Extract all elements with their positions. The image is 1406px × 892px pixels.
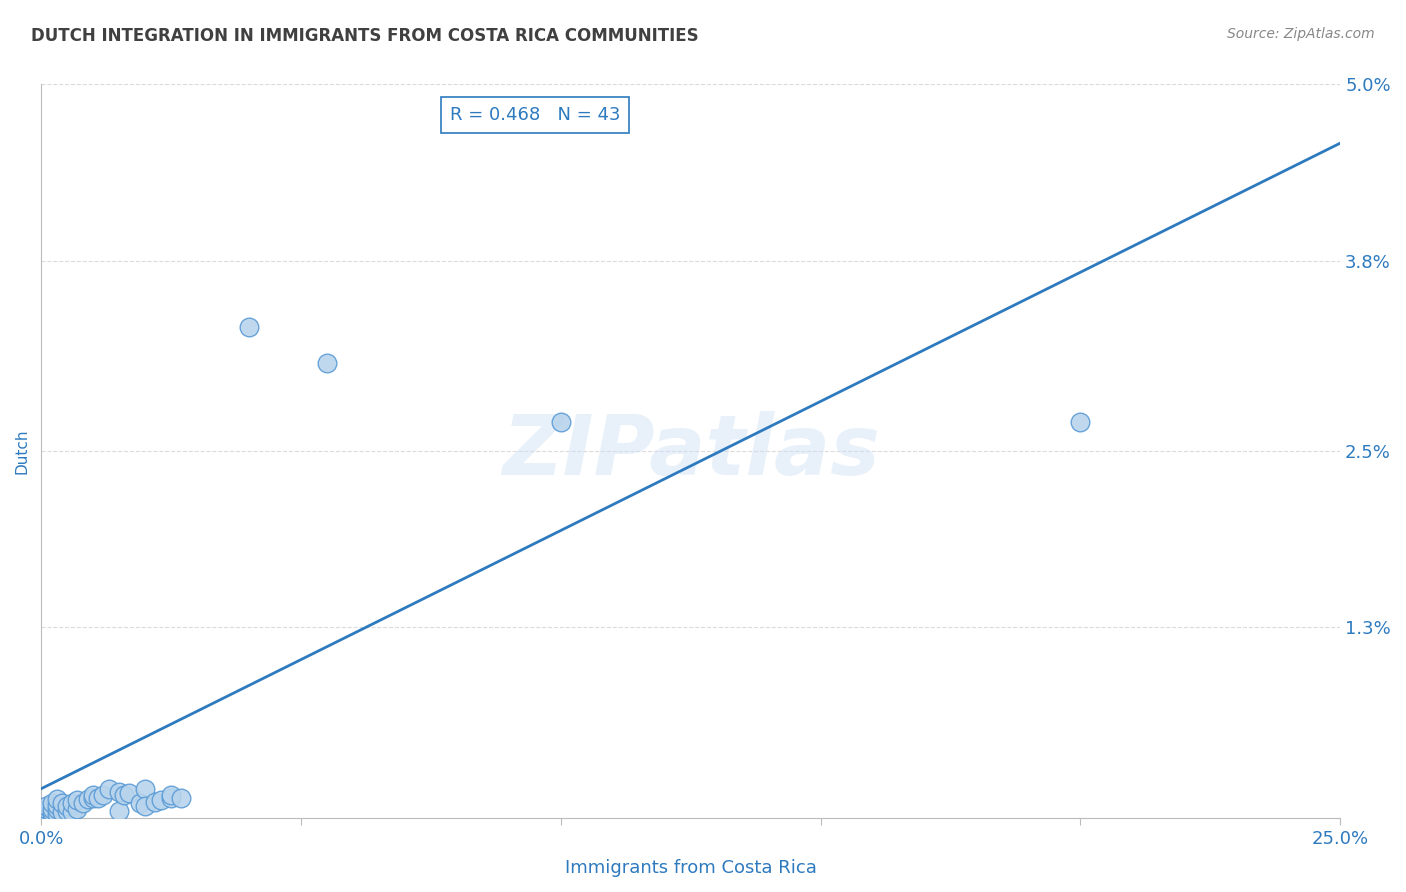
Point (87, 790, 110, 805)
Point (35, 805, 58, 820)
Point (160, 790, 183, 805)
Point (41, 805, 63, 820)
Point (66, 802, 89, 816)
Point (128, 797, 150, 811)
Point (134, 781, 156, 796)
Y-axis label: Dutch: Dutch (15, 428, 30, 474)
Point (35, 799, 58, 814)
Point (108, 785, 131, 799)
Point (77, 792, 100, 806)
Point (45, 797, 67, 812)
Point (51, 797, 73, 811)
Point (170, 790, 193, 805)
Point (550, 415, 572, 429)
Text: R = 0.468   N = 43: R = 0.468 N = 43 (450, 106, 620, 125)
Point (72, 797, 94, 811)
Point (93, 788, 115, 802)
Point (118, 786, 141, 800)
Point (45, 802, 67, 816)
Point (35, 808, 58, 822)
Point (160, 788, 183, 802)
Point (316, 356, 339, 370)
Point (66, 793, 89, 807)
Point (56, 804, 79, 818)
Point (60, 797, 83, 811)
Point (82, 788, 104, 802)
Point (145, 795, 167, 809)
Point (108, 804, 131, 818)
Point (41, 797, 63, 811)
Point (56, 799, 79, 814)
Point (41, 802, 63, 816)
Point (134, 799, 156, 814)
Point (149, 793, 172, 807)
Text: ZIPatlas: ZIPatlas (502, 410, 880, 491)
Point (45, 792, 67, 806)
Point (112, 788, 135, 802)
Point (97, 781, 120, 796)
Point (60, 805, 83, 820)
Point (1069, 415, 1091, 429)
Point (82, 790, 104, 805)
Point (238, 319, 260, 334)
Point (51, 805, 73, 820)
X-axis label: Immigrants from Costa Rica: Immigrants from Costa Rica (565, 859, 817, 877)
Point (35, 802, 58, 816)
Text: Source: ZipAtlas.com: Source: ZipAtlas.com (1227, 27, 1375, 41)
Text: DUTCH INTEGRATION IN IMMIGRANTS FROM COSTA RICA COMMUNITIES: DUTCH INTEGRATION IN IMMIGRANTS FROM COS… (31, 27, 699, 45)
Point (45, 806, 67, 821)
Point (41, 808, 63, 822)
